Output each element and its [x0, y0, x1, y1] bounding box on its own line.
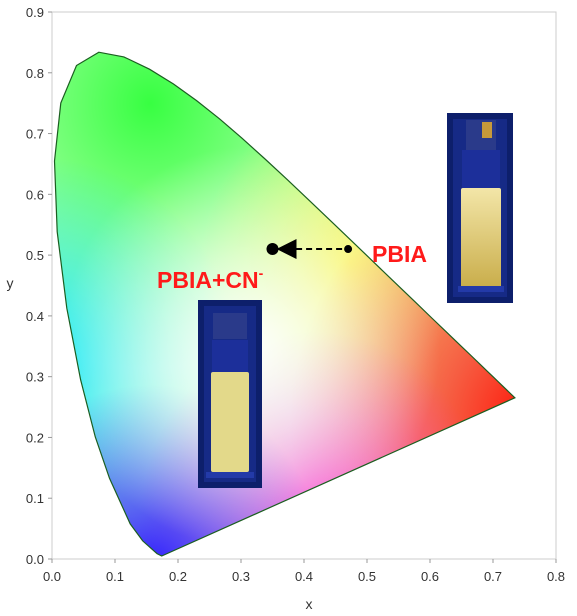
x-tick-label: 0.7: [484, 569, 502, 584]
y-tick-label: 0.7: [26, 127, 44, 142]
pbia-cn-label-superscript: -: [259, 265, 264, 281]
photo-pbia-cn-vial: [198, 300, 262, 488]
x-tick-label: 0.1: [106, 569, 124, 584]
y-tick-label: 0.4: [26, 309, 44, 324]
y-tick-label: 0.1: [26, 491, 44, 506]
data-marks: [266, 239, 353, 260]
x-tick-label: 0.6: [421, 569, 439, 584]
x-tick-label: 0.3: [232, 569, 250, 584]
x-tick-label: 0.2: [169, 569, 187, 584]
x-axis-title: x: [306, 596, 313, 612]
pbia-label: PBIA: [372, 241, 427, 267]
x-tick-label: 0.8: [547, 569, 565, 584]
x-tick-label: 0.0: [43, 569, 61, 584]
y-tick-label: 0.3: [26, 370, 44, 385]
y-tick-label: 0.8: [26, 66, 44, 81]
y-axis-title: y: [7, 275, 14, 291]
x-tick-label: 0.5: [358, 569, 376, 584]
photo-pbia-vial: [447, 113, 513, 303]
y-tick-label: 0.9: [26, 5, 44, 20]
point-pbia-cn: [266, 243, 279, 256]
y-tick-label: 0.6: [26, 187, 44, 202]
y-tick-label: 0.2: [26, 430, 44, 445]
pbia-cn-label-base: PBIA+CN: [157, 267, 259, 293]
y-tick-label: 0.0: [26, 552, 44, 567]
y-tick-label: 0.5: [26, 248, 44, 263]
y-axis-ticks: 0.0 0.1 0.2 0.3 0.4 0.5 0.6 0.7 0.8 0.9: [26, 5, 52, 567]
x-axis-ticks: 0.0 0.1 0.2 0.3 0.4 0.5 0.6 0.7 0.8: [43, 559, 565, 584]
point-pbia: [344, 245, 353, 254]
x-tick-label: 0.4: [295, 569, 313, 584]
pbia-cn-label: PBIA+CN-: [157, 265, 264, 293]
